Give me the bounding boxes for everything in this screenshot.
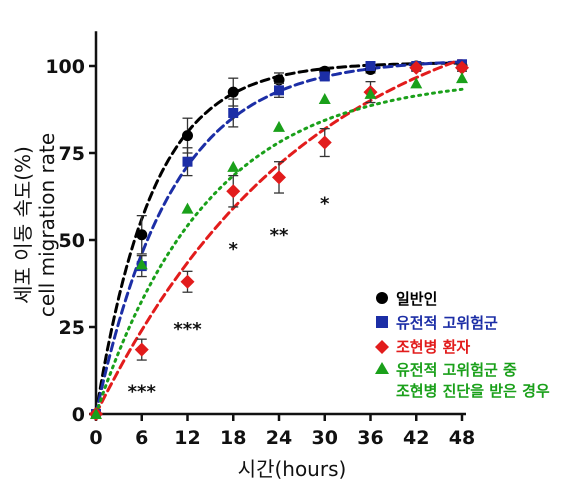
x-tick-label: 0	[89, 427, 102, 449]
data-point-series-0	[273, 74, 285, 86]
data-point-series-3	[364, 87, 377, 99]
y-axis-title-line1: 세포 이동 속도(%)	[11, 146, 35, 304]
y-tick-label: 75	[59, 143, 85, 165]
x-tick-label: 12	[174, 427, 200, 449]
data-point-series-0	[182, 130, 193, 142]
data-point-series-1	[365, 61, 376, 71]
data-point-series-3	[181, 202, 194, 214]
x-tick-label: 6	[135, 427, 148, 449]
x-axis-title: 시간(hours)	[238, 457, 347, 481]
data-point-series-0	[136, 229, 148, 241]
significance-label: ***	[128, 382, 157, 403]
data-point-series-2	[272, 170, 286, 185]
significance-annotations: **********	[128, 194, 330, 403]
y-axis-title-line2: cell migration rate	[35, 133, 59, 317]
data-point-series-2	[455, 60, 469, 75]
data-point-series-3	[135, 258, 148, 270]
x-tick-label: 30	[312, 427, 338, 449]
x-tick-label: 36	[357, 427, 383, 449]
legend-label-high-risk-diagnosed-line1: 유전적 고위험군 중	[396, 361, 517, 379]
legend: 일반인 유전적 고위험군 조현병 환자 유전적 고위험군 중 조현병 진단을 받…	[375, 290, 550, 400]
legend-label-general: 일반인	[396, 290, 437, 308]
x-tick-label: 48	[449, 427, 475, 449]
data-point-series-0	[227, 86, 239, 98]
data-point-series-2	[317, 135, 332, 150]
legend-marker-genetic-high-risk	[376, 316, 388, 328]
chart-axes: 0 25 50 75 100 0 6 12 18 24 30 36 42 48	[45, 31, 475, 449]
data-point-series-2	[409, 60, 424, 75]
data-point-series-2	[134, 342, 149, 357]
x-tick-label: 24	[266, 427, 292, 449]
data-point-series-2	[180, 274, 195, 289]
significance-label: ***	[173, 319, 202, 340]
data-point-series-1	[274, 85, 284, 96]
data-points	[89, 59, 469, 421]
data-point-series-1	[319, 71, 330, 82]
data-point-series-3	[90, 408, 102, 419]
y-tick-label: 50	[59, 230, 85, 252]
legend-label-genetic-high-risk: 유전적 고위험군	[396, 314, 498, 332]
data-point-series-3	[273, 120, 285, 132]
legend-marker-general	[376, 292, 388, 304]
y-tick-label: 0	[72, 404, 85, 426]
y-tick-label: 25	[59, 317, 85, 339]
significance-label: **	[270, 225, 289, 246]
data-point-series-3	[227, 160, 240, 172]
data-point-series-3	[410, 77, 423, 89]
significance-label: *	[229, 239, 239, 260]
data-point-series-3	[456, 72, 468, 84]
x-tick-label: 18	[220, 427, 246, 449]
fit-curve-series-3	[94, 87, 464, 416]
x-tick-label: 42	[403, 427, 429, 449]
data-point-series-2	[226, 184, 241, 199]
legend-label-schizophrenia: 조현병 환자	[396, 338, 470, 356]
data-point-series-1	[182, 156, 193, 167]
y-tick-label: 100	[45, 56, 85, 78]
significance-label: *	[320, 194, 330, 215]
legend-label-high-risk-diagnosed-line2: 조현병 진단을 받은 경우	[396, 382, 550, 400]
data-point-series-3	[318, 93, 331, 105]
legend-marker-high-risk-diagnosed	[375, 362, 389, 374]
data-point-series-1	[228, 107, 239, 118]
legend-marker-schizophrenia	[375, 340, 389, 354]
